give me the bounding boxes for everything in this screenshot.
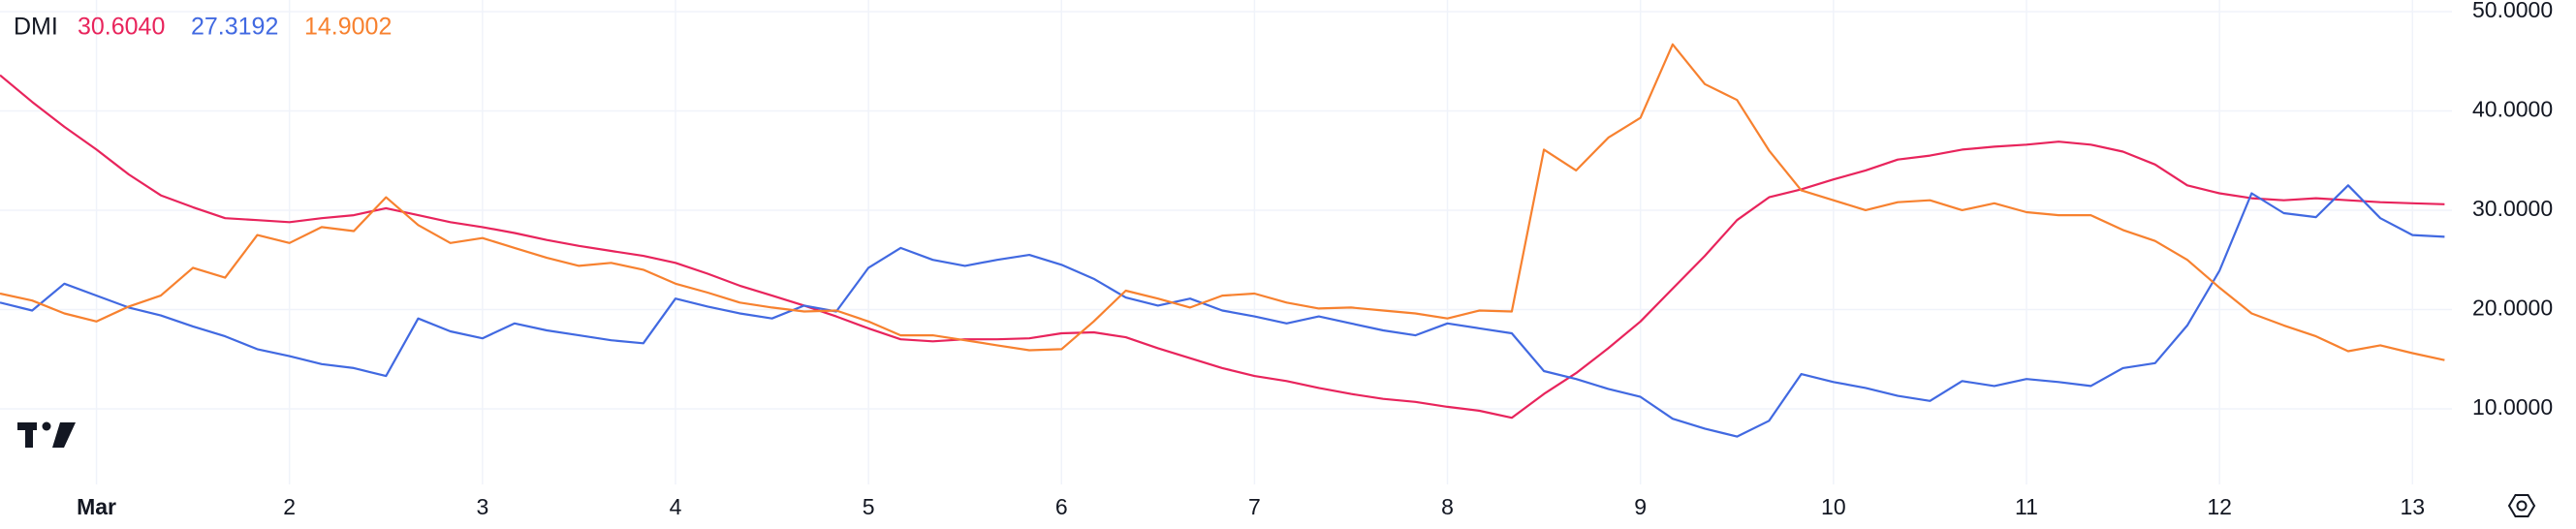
logo bbox=[17, 421, 76, 448]
x-tick-label: 4 bbox=[670, 494, 682, 519]
x-tick-label: Mar bbox=[77, 494, 116, 519]
x-tick-label: 13 bbox=[2400, 494, 2425, 519]
series-line bbox=[0, 184, 2445, 438]
x-tick-label: 2 bbox=[283, 494, 296, 519]
grid bbox=[0, 0, 2452, 484]
legend-value: 27.3192 bbox=[191, 14, 278, 41]
x-tick-label: 6 bbox=[1055, 494, 1068, 519]
x-tick-label: 5 bbox=[863, 494, 875, 519]
x-tick-label: 8 bbox=[1441, 494, 1454, 519]
y-tick-label: 10.0000 bbox=[2472, 394, 2553, 420]
x-tick-label: 9 bbox=[1634, 494, 1647, 519]
series-line bbox=[0, 43, 2445, 361]
x-tick-label: 3 bbox=[476, 494, 488, 519]
series-line bbox=[0, 74, 2445, 420]
y-tick-label: 40.0000 bbox=[2472, 97, 2553, 122]
settings-icon[interactable] bbox=[2507, 494, 2536, 517]
plot: 10.0000 20.0000 30.0000 40.0000 50.0000 Mar 2 3… bbox=[0, 0, 2553, 519]
x-tick-label: 11 bbox=[2015, 494, 2038, 519]
chart-title: DMI bbox=[14, 14, 58, 41]
y-tick-label: 30.0000 bbox=[2472, 196, 2553, 221]
legend-value: 14.9002 bbox=[304, 14, 392, 41]
x-tick-label: 7 bbox=[1248, 494, 1261, 519]
y-tick-label: 20.0000 bbox=[2472, 296, 2553, 321]
x-tick-label: 10 bbox=[1821, 494, 1846, 519]
legend-value: 30.6040 bbox=[78, 14, 165, 41]
y-tick-label: 50.0000 bbox=[2472, 0, 2553, 22]
x-tick-label: 12 bbox=[2207, 494, 2232, 519]
